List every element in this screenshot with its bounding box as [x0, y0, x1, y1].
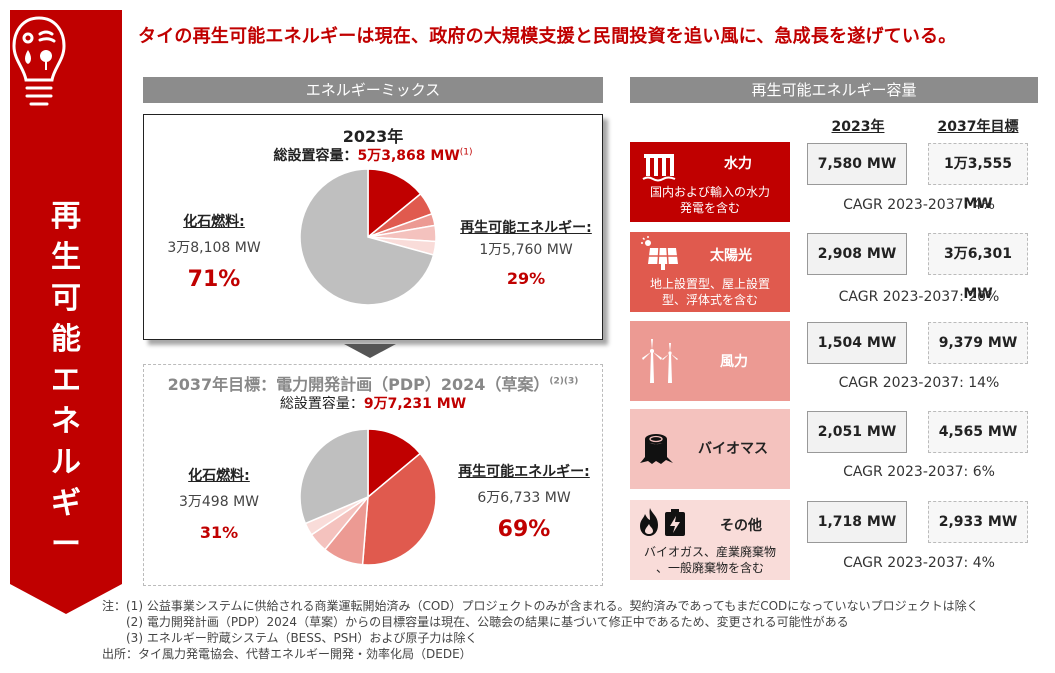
- pie-slice-solar: [361, 452, 437, 566]
- pie-slice-hydro: [367, 428, 422, 499]
- pie-slice-hydro: [367, 168, 422, 239]
- tile-hydro-note: 国内および輸入の水力 発電を含む: [649, 185, 770, 215]
- mix-section-title: エネルギーミックス: [143, 77, 603, 103]
- wind-2023-value: 1,504 MW: [807, 322, 907, 364]
- solar-panel-icon: [641, 236, 678, 270]
- wind-turbine-icon: [642, 339, 678, 383]
- left-banner: 再 生 可 能 エ ネ ル ギ ー: [10, 10, 122, 614]
- tree-stump-icon: [640, 434, 673, 464]
- pie-slice-fossil: [299, 168, 435, 306]
- tile-biomass-name: バイオマス: [698, 441, 768, 457]
- tile-solar-name: 太陽光: [710, 248, 752, 264]
- pie-2037: [299, 428, 437, 566]
- solar-2023-value: 2,908 MW: [807, 233, 907, 275]
- tile-hydro-name: 水力: [724, 156, 752, 172]
- mix-2023-total: 総設置容量：5万3,868 MW(1): [273, 147, 473, 164]
- col-head-2037: 2037年目標: [937, 119, 1019, 135]
- tile-other-name: その他: [720, 518, 762, 534]
- pie-2023: [299, 168, 437, 306]
- tile-wind-name: 風力: [720, 354, 748, 370]
- headline: タイの再生可能エネルギーは現在、政府の大規模支援と民間投資を追い風に、急成長を遂…: [138, 26, 957, 47]
- tile-hydro: 水力 国内および輸入の水力 発電を含む: [630, 142, 790, 222]
- wind-cagr: CAGR 2023-2037: 14%: [838, 375, 1000, 391]
- tile-wind: 風力: [630, 321, 790, 401]
- biomass-2023-value: 2,051 MW: [807, 411, 907, 453]
- mix-2037-box: 2037年目標：電力開発計画（PDP）2024（草案）(2)(3) 総設置容量：…: [143, 364, 603, 586]
- other-cagr: CAGR 2023-2037: 4%: [843, 555, 995, 571]
- biomass-2037-value: 4,565 MW: [928, 411, 1028, 453]
- tile-other: その他 バイオガス、産業廃棄物 、一般廃棄物を含む: [630, 500, 790, 580]
- mix-2037-fossil: 化石燃料: 3万498 MW 31%: [178, 468, 259, 542]
- biomass-cagr: CAGR 2023-2037: 6%: [843, 464, 995, 480]
- pie-slice-fossil: [299, 428, 369, 525]
- tile-other-note: バイオガス、産業廃棄物 、一般廃棄物を含む: [643, 545, 776, 575]
- mix-2023-year: 2023年: [342, 127, 404, 146]
- footnote-3: (3) エネルギー貯蔵システム（BESS、PSH）および原子力は除く: [126, 631, 478, 645]
- hydro-2023-value: 7,580 MW: [807, 143, 907, 185]
- mix-2023-fossil: 化石燃料: 3万8,108 MW 71%: [167, 214, 261, 292]
- footnote-2: (2) 電力開発計画（PDP）2024（草案）からの目標容量は現在、公聴会の結果…: [126, 615, 849, 629]
- dam-icon: [642, 154, 676, 182]
- mix-2023-renewable: 再生可能エネルギー: 1万5,760 MW 29%: [460, 220, 592, 288]
- fire-battery-icon: [640, 508, 685, 536]
- tile-solar: 太陽光 地上設置型、屋上設置 型、浮体式を含む: [630, 232, 790, 312]
- down-arrow: [344, 344, 396, 358]
- banner-ribbon: [10, 10, 122, 614]
- mix-2037-total: 総設置容量：9万7,231 MW: [279, 396, 467, 412]
- solar-2037-value: 3万6,301 MW: [928, 233, 1028, 302]
- col-head-2023: 2023年: [831, 119, 885, 135]
- wind-2037-value: 9,379 MW: [928, 322, 1028, 364]
- mix-2023-box: 2023年 総設置容量：5万3,868 MW(1) 化石燃料: 3万8,108 …: [143, 114, 603, 340]
- mix-2037-renewable: 再生可能エネルギー: 6万6,733 MW 69%: [458, 464, 590, 542]
- lightbulb-renewable-icon: [12, 16, 66, 106]
- hydro-2037-value: 1万3,555 MW: [928, 143, 1028, 212]
- capacity-section-title: 再生可能エネルギー容量: [630, 77, 1038, 103]
- footnote-1: 注：(1) 公益事業システムに供給される商業運転開始済み（COD）プロジェクトの…: [102, 599, 979, 613]
- banner-title: 再 生 可 能 エ ネ ル ギ ー: [51, 199, 81, 562]
- footnotes: 注：(1) 公益事業システムに供給される商業運転開始済み（COD）プロジェクトの…: [102, 598, 979, 662]
- other-2037-value: 2,933 MW: [928, 501, 1028, 543]
- tile-solar-note: 地上設置型、屋上設置 型、浮体式を含む: [649, 277, 770, 307]
- hydro-cagr: CAGR 2023-2037: 4%: [843, 197, 995, 213]
- other-2023-value: 1,718 MW: [807, 501, 907, 543]
- solar-cagr: CAGR 2023-2037: 20%: [838, 289, 1000, 305]
- mix-2037-title: 2037年目標：電力開発計画（PDP）2024（草案）(2)(3): [167, 375, 579, 394]
- tile-biomass: バイオマス: [630, 409, 790, 489]
- source: 出所：タイ風力発電協会、代替エネルギー開発・効率化局（DEDE）: [102, 647, 472, 661]
